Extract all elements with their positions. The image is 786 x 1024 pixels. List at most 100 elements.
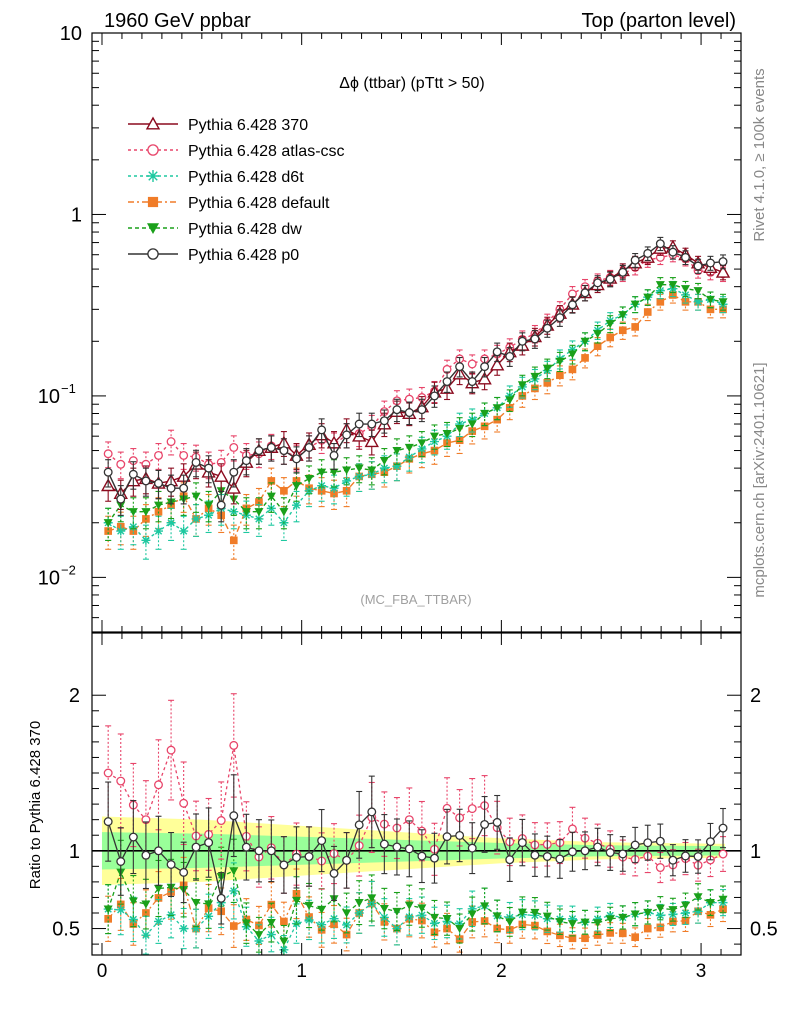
marker (291, 896, 301, 905)
marker (330, 489, 338, 498)
marker (329, 468, 339, 477)
marker (718, 298, 728, 307)
marker (379, 416, 389, 426)
marker (229, 467, 239, 477)
marker (147, 248, 159, 260)
marker (555, 357, 565, 366)
marker (417, 904, 427, 913)
marker (392, 907, 402, 916)
marker (166, 910, 176, 920)
marker (467, 359, 477, 369)
marker (455, 436, 464, 445)
legend-entry: Pythia 6.428 p0 (128, 247, 299, 264)
marker (593, 919, 603, 928)
y-tick-label: 10 (38, 386, 60, 408)
marker (128, 914, 138, 924)
legend-label: Pythia 6.428 d6t (188, 169, 304, 186)
ratio-y-axis-label: Ratio to Pythia 6.428 370 (27, 721, 44, 889)
marker (128, 897, 138, 906)
y-tick-exponent: −1 (61, 381, 76, 396)
marker (643, 308, 652, 316)
marker (718, 849, 728, 859)
marker (656, 923, 665, 932)
marker (467, 804, 477, 814)
marker (606, 333, 615, 342)
marker (442, 915, 452, 924)
marker (568, 934, 577, 943)
marker (254, 936, 264, 946)
marker (643, 838, 653, 848)
marker (103, 467, 113, 477)
marker (581, 354, 589, 362)
marker (618, 311, 628, 320)
marker (555, 854, 565, 864)
mcplots-label: mcplots.cern.ch [arXiv:2401.10621] (751, 362, 768, 597)
marker (429, 391, 439, 401)
marker (580, 288, 590, 298)
series-pythia-6-428-dw (103, 277, 728, 542)
y-tick-label: 10 (38, 567, 60, 589)
marker (555, 313, 565, 323)
marker (693, 297, 703, 307)
marker (367, 894, 377, 903)
marker (655, 910, 665, 920)
marker (304, 442, 314, 452)
marker (719, 905, 727, 913)
marker (480, 819, 490, 829)
marker (656, 298, 665, 306)
series-pythia-6-428-p0 (103, 236, 728, 523)
marker (618, 267, 628, 277)
marker (455, 425, 465, 434)
marker (542, 323, 552, 333)
marker (705, 837, 715, 847)
y-tick-label: 1 (71, 204, 82, 226)
marker (467, 420, 477, 429)
legend-entry: Pythia 6.428 dw (128, 221, 302, 238)
marker (418, 916, 426, 925)
marker (153, 884, 163, 893)
marker (254, 846, 264, 856)
ratio-pythia-6-428-p0 (103, 774, 728, 925)
marker (505, 855, 515, 865)
legend: Pythia 6.428 370 Pythia 6.428 atlas-csc Py… (128, 116, 345, 264)
marker (505, 918, 515, 927)
marker (279, 446, 289, 456)
marker (342, 466, 352, 475)
marker (517, 908, 527, 917)
marker (404, 901, 414, 910)
marker (655, 281, 665, 290)
marker (605, 915, 615, 924)
marker (103, 768, 113, 778)
marker (116, 905, 126, 915)
marker (505, 351, 515, 361)
marker (267, 477, 276, 485)
marker (166, 437, 176, 447)
marker (291, 500, 301, 510)
ratio-y-tick-label-right: 1 (750, 841, 761, 863)
marker (655, 836, 665, 846)
marker (643, 248, 653, 258)
marker (705, 258, 715, 268)
marker (354, 820, 364, 830)
marker (166, 518, 176, 528)
marker (505, 396, 515, 405)
marker (342, 909, 352, 918)
marker (542, 852, 552, 861)
marker (354, 464, 364, 473)
marker (103, 905, 113, 914)
marker (367, 419, 377, 429)
ratio-y-tick-label-right: 2 (750, 685, 761, 707)
marker (154, 846, 163, 856)
marker (517, 838, 527, 848)
marker (254, 508, 264, 517)
marker (543, 379, 552, 387)
marker (681, 916, 690, 925)
marker (680, 901, 690, 910)
marker (643, 924, 652, 933)
marker (593, 931, 602, 939)
marker (204, 838, 214, 848)
marker (567, 847, 577, 857)
marker (556, 931, 564, 940)
marker (392, 461, 402, 471)
marker (154, 780, 163, 790)
